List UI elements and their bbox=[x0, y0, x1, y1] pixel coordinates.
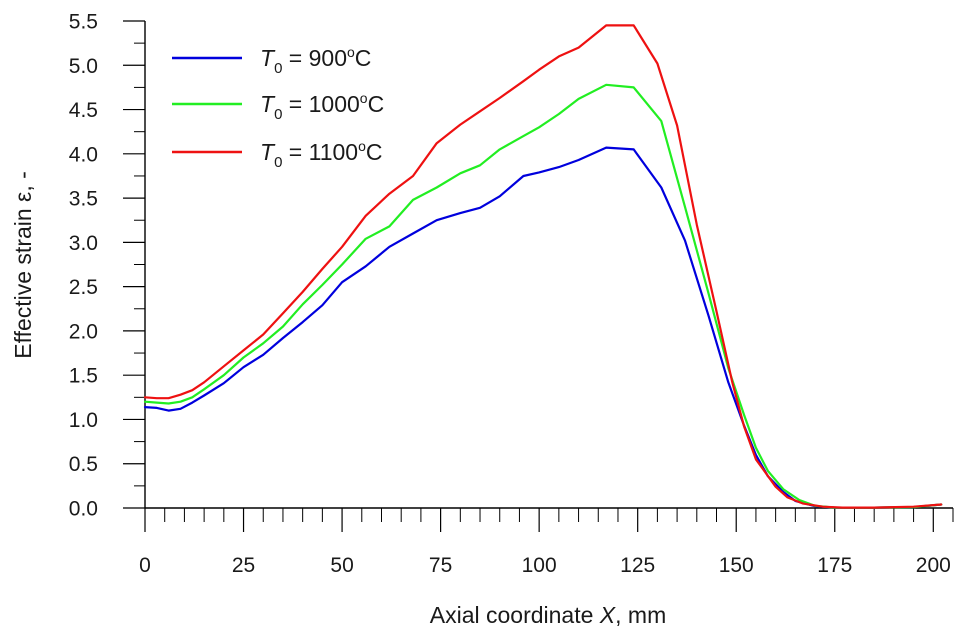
y-tick-label: 5.5 bbox=[69, 11, 98, 34]
legend-label-3: T0 = 1100oC bbox=[260, 138, 383, 171]
y-tick-label: 1.5 bbox=[69, 365, 98, 388]
y-axis-ticks: 0.0 0.5 1.0 1.5 2.0 2.5 3.0 3.5 4.0 4.5 5.0 5.5 bbox=[69, 11, 145, 521]
series-line-2 bbox=[143, 83, 943, 509]
y-tick-label: 3.0 bbox=[69, 232, 98, 255]
legend-label-2: T0 = 1000oC bbox=[260, 90, 384, 123]
x-tick-label: 200 bbox=[916, 554, 951, 577]
x-tick-label: 150 bbox=[719, 554, 754, 577]
y-tick-label: 2.5 bbox=[69, 276, 98, 299]
legend-label-1: T0 = 900oC bbox=[260, 44, 371, 77]
x-axis-ticks: 0 25 50 75 100 125 150 175 200 bbox=[139, 508, 954, 577]
series-line-3 bbox=[143, 24, 943, 509]
x-tick-label: 75 bbox=[429, 554, 452, 577]
y-tick-label: 2.0 bbox=[69, 320, 98, 343]
x-tick-label: 25 bbox=[232, 554, 255, 577]
x-axis-title: Axial coordinate X, mm bbox=[430, 602, 667, 628]
x-tick-label: 175 bbox=[817, 554, 852, 577]
y-tick-label: 5.0 bbox=[69, 55, 98, 78]
series-line-1 bbox=[143, 146, 943, 509]
y-tick-label: 0.5 bbox=[69, 453, 98, 476]
x-tick-label: 125 bbox=[620, 554, 655, 577]
legend: T0 = 900oC T0 = 1000oC T0 = 1100oC bbox=[172, 44, 384, 171]
y-tick-label: 4.0 bbox=[69, 143, 98, 166]
x-tick-label: 0 bbox=[139, 554, 151, 577]
y-axis-title: Effective strain ε, - bbox=[10, 171, 36, 359]
y-tick-label: 0.0 bbox=[69, 498, 98, 521]
y-tick-label: 4.5 bbox=[69, 99, 98, 122]
series-lines bbox=[143, 24, 943, 509]
x-tick-label: 100 bbox=[522, 554, 557, 577]
x-tick-label: 50 bbox=[330, 554, 353, 577]
y-tick-label: 1.0 bbox=[69, 409, 98, 432]
y-tick-label: 3.5 bbox=[69, 188, 98, 211]
